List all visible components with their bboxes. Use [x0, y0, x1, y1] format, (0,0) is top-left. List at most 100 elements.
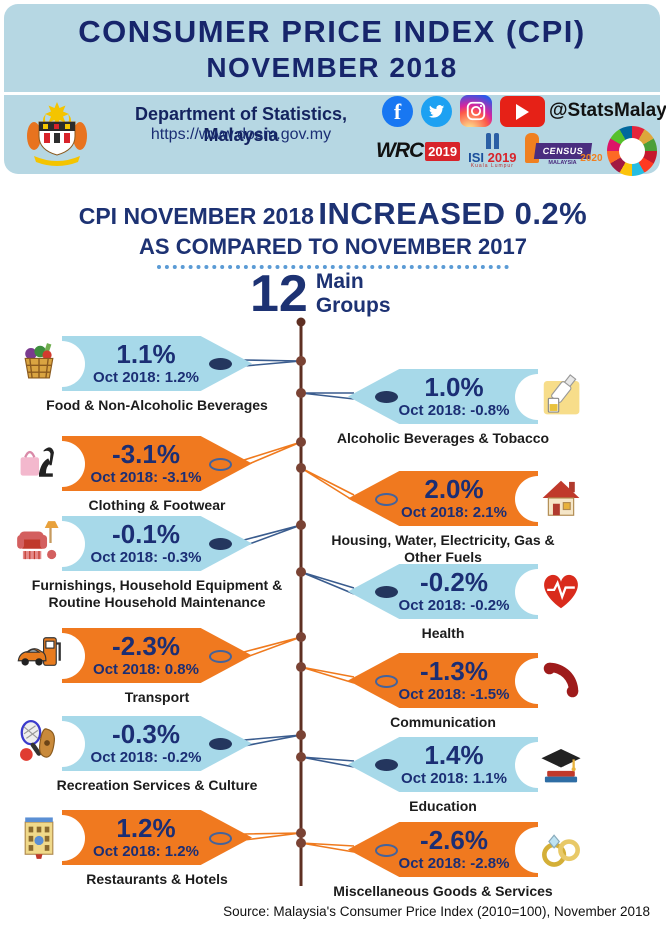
- group-label: Miscellaneous Goods & Services: [333, 883, 553, 899]
- group-alcoholic-beverages-tobacco: 1.0% Oct 2018: -0.8% Alcoholic Beverages…: [337, 369, 580, 446]
- group-prev-value: Oct 2018: 1.1%: [401, 769, 507, 787]
- tag-hole: [375, 844, 398, 857]
- group-prev-value: Oct 2018: -0.2%: [398, 596, 510, 614]
- tag-hole: [209, 650, 232, 663]
- group-prev-value: Oct 2018: -0.2%: [90, 748, 202, 766]
- group-value: -0.1%: [112, 519, 180, 550]
- tag-hole: [209, 738, 232, 750]
- twitter-icon: [421, 96, 452, 127]
- headline: CPI NOVEMBER 2018 INCREASED 0.2% AS COMP…: [0, 196, 666, 269]
- tag-hole: [209, 832, 232, 845]
- header-banner: CONSUMER PRICE INDEX (CPI) NOVEMBER 2018…: [4, 4, 666, 176]
- header-divider: [4, 92, 660, 95]
- group-label: Food & Non-Alcoholic Beverages: [46, 397, 268, 413]
- headline-prefix: CPI NOVEMBER 2018: [78, 203, 314, 229]
- group-value: 1.1%: [116, 339, 176, 370]
- group-value: 1.0%: [424, 372, 484, 403]
- group-value: 2.0%: [424, 474, 484, 505]
- group-label: Transport: [124, 689, 190, 705]
- alcohol-tobacco-icon: [538, 373, 584, 419]
- communication-icon: [538, 657, 584, 703]
- tag-hole: [375, 586, 398, 598]
- health-icon: [538, 568, 584, 614]
- food-basket-icon: [16, 340, 62, 386]
- group-health: -0.2% Oct 2018: -0.2% Health: [348, 564, 578, 641]
- recreation-icon: [16, 720, 62, 766]
- sdg-wheel-icon: [606, 126, 657, 176]
- group-prev-value: Oct 2018: -1.5%: [398, 685, 510, 703]
- youtube-icon: [500, 96, 545, 127]
- tag-hole: [209, 458, 232, 471]
- group-value: -0.3%: [112, 719, 180, 750]
- dotted-underline: [157, 265, 509, 269]
- instagram-icon: [460, 95, 492, 127]
- isi-wsc-2019-logo: ISI 2019 Kuala Lumpur: [468, 133, 517, 169]
- group-prev-value: Oct 2018: 1.2%: [93, 368, 199, 386]
- main-groups-intro: 12 Main Groups: [250, 268, 391, 320]
- petronas-towers-icon: [485, 133, 499, 149]
- furnishings-icon: [16, 520, 62, 566]
- group-prev-value: Oct 2018: -2.8%: [398, 854, 510, 872]
- org-name: Department of Statistics, Malaysia: [134, 104, 348, 145]
- tag-hole: [375, 391, 398, 403]
- group-furnishings-household: -0.1% Oct 2018: -0.3% Furnishings, House…: [17, 516, 282, 610]
- misc-goods-icon: [538, 826, 584, 872]
- census-2020-logo: CENSUS MALAYSIA 2020: [524, 131, 603, 171]
- group-communication: -1.3% Oct 2018: -1.5% Communication: [348, 653, 579, 730]
- group-label: Clothing & Footwear: [88, 497, 226, 513]
- tag-hole: [375, 493, 398, 506]
- main-groups-label-1: Main: [315, 269, 364, 293]
- group-education: 1.4% Oct 2018: 1.1% Education: [348, 737, 581, 814]
- group-label: Restaurants & Hotels: [86, 871, 228, 887]
- group-value: 1.2%: [116, 813, 176, 844]
- group-count: 12: [250, 265, 308, 323]
- group-value: -2.6%: [420, 825, 488, 856]
- wrc-2019-logo: WRC 2019: [376, 139, 461, 163]
- group-prev-value: Oct 2018: -0.8%: [398, 401, 510, 419]
- group-label: Housing, Water, Electricity, Gas & Other…: [331, 532, 555, 566]
- headline-emphasis: INCREASED 0.2%: [318, 196, 588, 231]
- group-value: 1.4%: [424, 740, 484, 771]
- main-groups-label-2: Groups: [315, 294, 391, 317]
- group-value: -0.2%: [420, 567, 488, 598]
- group-food-non-alcoholic-beverages: 1.1% Oct 2018: 1.2% Food & Non-Alcoholic…: [24, 336, 268, 413]
- org-url: https://www.dosm.gov.my: [150, 126, 332, 143]
- group-label: Communication: [390, 714, 496, 730]
- group-label: Furnishings, Household Equipment & Routi…: [31, 577, 283, 611]
- group-housing-water-electricity-gas: 2.0% Oct 2018: 2.1% Housing, Water, Elec…: [331, 471, 580, 565]
- group-label: Recreation Services & Culture: [56, 777, 258, 793]
- group-prev-value: Oct 2018: 1.2%: [93, 842, 199, 860]
- malaysia-coat-of-arms: [26, 100, 88, 166]
- clothing-footwear-icon: [16, 440, 62, 486]
- group-prev-value: Oct 2018: 0.8%: [93, 660, 199, 678]
- group-prev-value: Oct 2018: 2.1%: [401, 503, 507, 521]
- social-handle: @StatsMalaysia: [549, 100, 666, 121]
- tag-hole: [209, 358, 232, 370]
- group-recreation-services-culture: -0.3% Oct 2018: -0.2% Recreation Service…: [20, 716, 257, 793]
- group-transport: -2.3% Oct 2018: 0.8% Transport: [17, 628, 252, 705]
- group-restaurants-hotels: 1.2% Oct 2018: 1.2% Restaurants & Hotels: [24, 810, 252, 887]
- group-prev-value: Oct 2018: -3.1%: [90, 468, 202, 486]
- page-title: CONSUMER PRICE INDEX (CPI): [78, 14, 586, 49]
- group-label: Health: [421, 625, 465, 641]
- tag-hole: [375, 675, 398, 688]
- event-logos: WRC 2019 ISI 2019 Kuala Lumpur CENSUS MA…: [376, 126, 658, 176]
- group-label: Education: [409, 798, 477, 814]
- headline-line2: AS COMPARED TO NOVEMBER 2017: [139, 234, 527, 259]
- tag-hole: [375, 759, 398, 771]
- group-value: -3.1%: [112, 439, 180, 470]
- restaurants-hotels-icon: [16, 814, 62, 860]
- facebook-icon: f: [382, 96, 413, 127]
- tag-hole: [209, 538, 232, 550]
- transport-icon: [16, 632, 62, 678]
- education-icon: [538, 741, 584, 787]
- group-value: -2.3%: [112, 631, 180, 662]
- page-subtitle: NOVEMBER 2018: [206, 52, 458, 83]
- group-miscellaneous-goods-services: -2.6% Oct 2018: -2.8% Miscellaneous Good…: [333, 822, 580, 899]
- group-clothing-footwear: -3.1% Oct 2018: -3.1% Clothing & Footwea…: [20, 436, 252, 513]
- source-note: Source: Malaysia's Consumer Price Index …: [223, 904, 650, 919]
- housing-icon: [538, 475, 584, 521]
- group-prev-value: Oct 2018: -0.3%: [90, 548, 202, 566]
- group-value: -1.3%: [420, 656, 488, 687]
